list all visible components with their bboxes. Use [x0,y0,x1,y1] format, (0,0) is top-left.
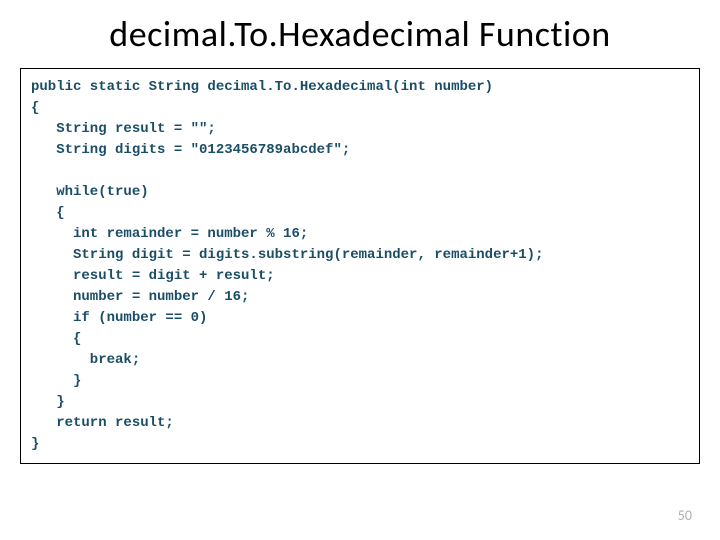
code-block: public static String decimal.To.Hexadeci… [20,68,700,464]
code-line: } [31,373,81,389]
code-line: } [31,394,65,410]
code-line: { [31,205,65,221]
code-line: String result = ""; [31,121,216,137]
code-line: return result; [31,415,174,431]
code-line: int remainder = number % 16; [31,226,308,242]
slide-title: decimal.To.Hexadecimal Function [0,0,720,64]
code-line: result = digit + result; [31,268,275,284]
page-number: 50 [678,507,692,524]
code-line: } [31,436,39,452]
code-line: String digits = "0123456789abcdef"; [31,142,350,158]
code-line: { [31,331,81,347]
code-line: public static String decimal.To.Hexadeci… [31,79,493,95]
code-line: while(true) [31,184,149,200]
code-line: break; [31,352,140,368]
code-line: number = number / 16; [31,289,249,305]
code-line: { [31,100,39,116]
code-line: String digit = digits.substring(remainde… [31,247,543,263]
code-line: if (number == 0) [31,310,207,326]
